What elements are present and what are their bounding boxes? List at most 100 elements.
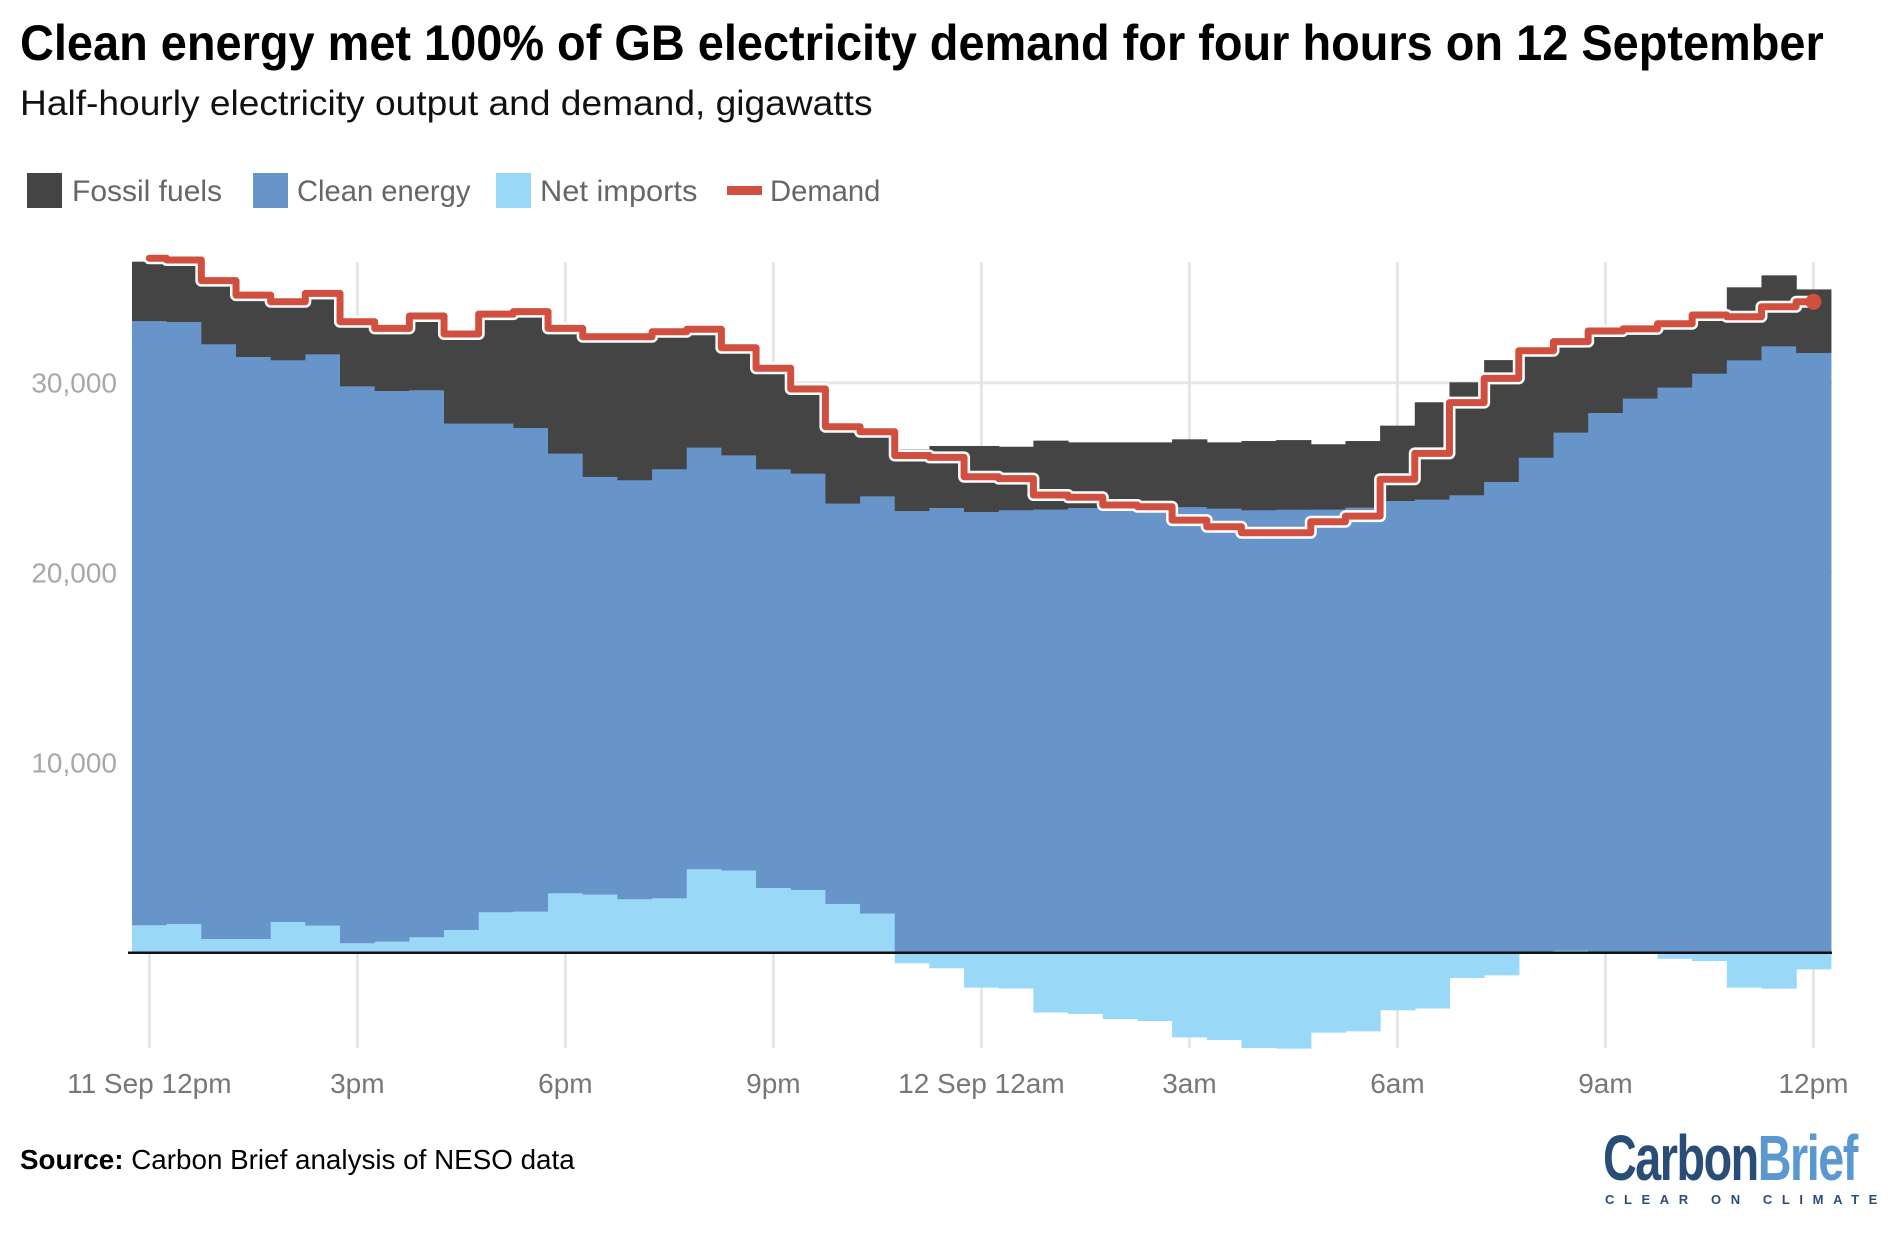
clean-energy-bar (825, 503, 861, 904)
clean-energy-bar (652, 468, 688, 899)
demand-line (145, 254, 1817, 537)
fossil-fuels-bar (686, 335, 722, 448)
clean-energy-bar (1276, 509, 1312, 953)
net-imports-bar (1276, 952, 1312, 1049)
clean-energy-bar (1310, 509, 1347, 953)
source-note: Source: Carbon Brief analysis of NESO da… (20, 1146, 575, 1174)
x-tick-label: 6pm (538, 1068, 592, 1099)
clean-energy-bar (1172, 506, 1208, 953)
net-imports-bar (1692, 952, 1728, 962)
fossil-fuels-bar (513, 316, 549, 429)
net-imports-bar (1206, 952, 1243, 1041)
net-imports-bar (166, 924, 202, 953)
clean-energy-bar (860, 496, 896, 914)
clean-energy-bar (166, 321, 202, 925)
clean-energy-bar (1033, 509, 1069, 953)
legend-label: Net imports (540, 175, 698, 208)
fossil-fuels-bar (478, 318, 514, 424)
clean-energy-bar (513, 427, 549, 912)
clean-energy-bar (721, 455, 757, 871)
logo-word-brief: Brief (1757, 1122, 1859, 1194)
net-imports-bar (1241, 952, 1277, 1048)
clean-energy-bar (478, 423, 514, 913)
net-imports-bar (756, 888, 792, 953)
legend-swatch-fossil-fuels (27, 173, 62, 208)
net-imports-bar (1345, 952, 1381, 1032)
clean-energy-bar (1345, 507, 1381, 953)
net-imports-bar (1657, 952, 1693, 959)
net-imports-bar (964, 952, 1000, 988)
demand-series (143, 252, 1822, 539)
clean-energy-bar (1622, 398, 1659, 953)
chart-subtitle: Half-hourly electricity output and deman… (20, 84, 873, 123)
fossil-fuels-bar (374, 331, 410, 391)
x-tick-label: 9am (1578, 1068, 1632, 1099)
net-imports-bar (929, 952, 965, 969)
fossil-fuels-bar (132, 261, 168, 322)
net-imports-bar (374, 941, 410, 953)
net-imports-bar (1484, 952, 1520, 976)
net-imports-bar (1761, 952, 1797, 989)
clean-energy-bar (1761, 346, 1797, 953)
net-imports-bar (201, 939, 237, 953)
y-tick-label: 10,000 (31, 748, 117, 779)
y-axis-labels: 10,000 20,000 30,000 (31, 368, 117, 779)
clean-energy-bar (964, 511, 1000, 953)
net-imports-bar (478, 912, 514, 953)
fossil-fuels-bar (548, 333, 584, 454)
clean-energy-bar (617, 479, 653, 900)
clean-energy-bar (201, 343, 237, 940)
net-imports-bar (1414, 952, 1451, 1009)
source-prefix: Source: (20, 1144, 124, 1175)
legend-label: Fossil fuels (72, 175, 223, 208)
fossil-fuels-bar (1206, 442, 1243, 509)
net-imports-bar (340, 943, 376, 953)
clean-energy-bar (998, 510, 1035, 953)
fossil-fuels-bar (444, 336, 480, 424)
clean-energy-bar (582, 476, 618, 895)
x-tick-label: 12 Sep 12am (898, 1068, 1065, 1099)
clean-energy-bar (894, 510, 931, 953)
fossil-fuels-bar (1622, 330, 1659, 399)
clean-energy-bar (1518, 457, 1555, 953)
legend-label: Clean energy (297, 175, 471, 208)
legend-swatch-clean-energy (253, 173, 288, 208)
fossil-fuels-bar (1657, 324, 1693, 388)
net-imports-bar (582, 894, 618, 953)
fossil-fuels-bar (1310, 444, 1347, 510)
legend-label: Demand (770, 175, 881, 208)
net-imports-bar (270, 922, 306, 953)
clean-energy-bar (1692, 373, 1728, 953)
y-tick-label: 30,000 (31, 368, 117, 399)
carbon-brief-logo[interactable]: CarbonBrief CLEAR ON CLIMATE (1603, 1126, 1877, 1216)
net-imports-bar (617, 899, 653, 953)
net-imports-bar (790, 890, 826, 953)
net-imports-bar (1102, 952, 1139, 1020)
fossil-fuels-bar (617, 340, 653, 481)
clean-energy-bar (1726, 360, 1763, 953)
clean-energy-bar (1414, 499, 1451, 953)
clean-energy-bar (1068, 507, 1104, 953)
net-imports-bar (1137, 952, 1173, 1022)
net-imports-bar (1796, 952, 1832, 970)
net-imports-bar (548, 893, 584, 953)
net-imports-bar (513, 911, 549, 953)
net-imports-bar (1172, 952, 1208, 1038)
logo-wordmark: CarbonBrief (1603, 1126, 1858, 1190)
net-imports-bar (444, 929, 480, 953)
fossil-fuels-bar (652, 336, 688, 470)
net-imports-bar (894, 952, 931, 964)
fossil-fuels-bar (1276, 440, 1312, 510)
clean-energy-bar (270, 359, 306, 923)
net-imports-bar (1380, 952, 1416, 1011)
stacked-areas (132, 261, 1832, 1049)
clean-energy-bar (1796, 352, 1832, 953)
net-imports-bar (1310, 952, 1347, 1033)
net-imports-bar (860, 913, 896, 953)
clean-energy-bar (305, 354, 341, 926)
clean-energy-bar (1484, 481, 1520, 953)
clean-energy-bar (132, 320, 168, 926)
net-imports-bar (1033, 952, 1069, 1013)
x-tick-label: 9pm (746, 1068, 800, 1099)
clean-energy-bar (409, 389, 445, 938)
